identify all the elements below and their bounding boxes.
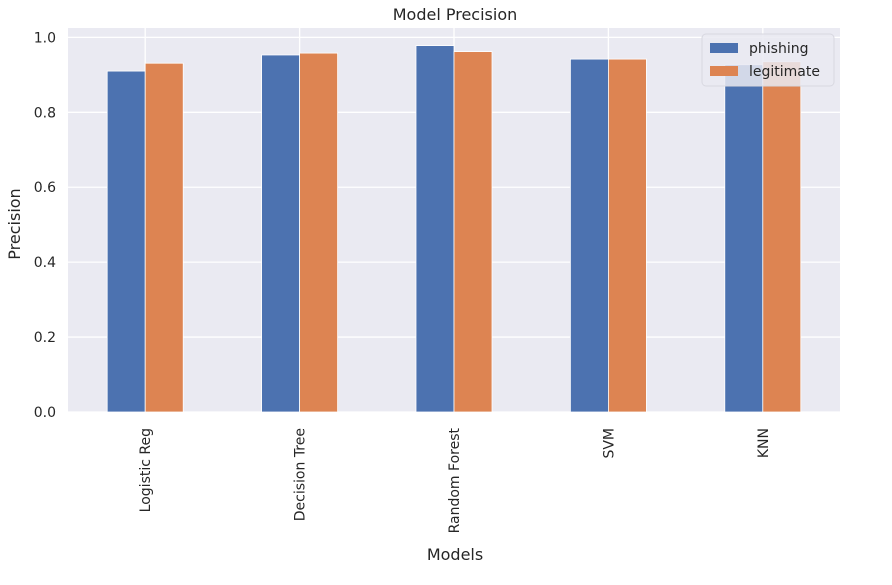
y-tick-label: 0.2	[34, 330, 56, 346]
chart-title: Model Precision	[393, 5, 518, 24]
x-axis-ticks: Logistic Reg Decision Tree Random Forest SV…	[138, 428, 772, 534]
y-tick-label: 0.8	[34, 105, 56, 121]
x-tick-label: KNN	[756, 428, 772, 458]
x-tick-label: Random Forest	[447, 428, 463, 534]
legend-label-phishing: phishing	[749, 41, 808, 57]
y-tick-label: 0.4	[34, 255, 56, 271]
y-tick-label: 0.6	[34, 180, 56, 196]
bar-legitimate	[144, 62, 184, 413]
bar-phishing	[261, 54, 301, 413]
y-tick-label: 1.0	[34, 30, 56, 46]
y-axis-label: Precision	[5, 188, 24, 259]
bar-phishing	[570, 58, 609, 413]
legend-swatch-legitimate	[710, 66, 738, 76]
bar-phishing	[724, 64, 764, 413]
x-tick-label: Decision Tree	[293, 428, 309, 521]
bar-legitimate	[299, 52, 339, 413]
y-tick-label: 0.0	[34, 405, 56, 421]
x-tick-label: SVM	[601, 428, 617, 459]
legend: phishing legitimate	[701, 33, 835, 87]
bars	[106, 45, 802, 413]
legend-swatch-phishing	[710, 43, 738, 53]
y-axis-ticks: 0.0 0.2 0.4 0.6 0.8 1.0	[34, 30, 56, 421]
x-axis-label: Models	[427, 545, 483, 564]
bar-legitimate	[608, 58, 647, 413]
x-tick-label: Logistic Reg	[138, 428, 154, 512]
bar-phishing	[415, 45, 455, 413]
bar-phishing	[106, 70, 146, 413]
bar-legitimate	[453, 51, 493, 413]
bar-legitimate	[762, 61, 802, 413]
legend-label-legitimate: legitimate	[749, 64, 820, 80]
